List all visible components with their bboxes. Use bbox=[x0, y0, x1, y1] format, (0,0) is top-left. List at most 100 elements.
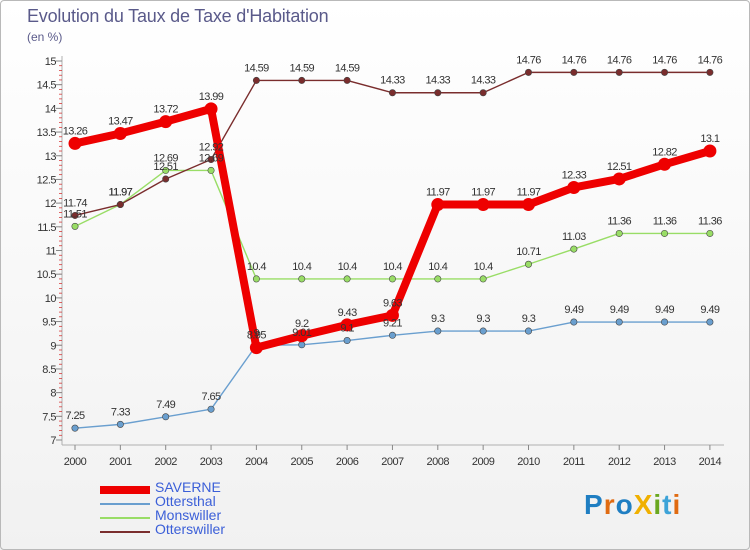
data-point-saverne bbox=[204, 102, 218, 116]
data-point-monswiller bbox=[706, 229, 714, 237]
data-point-otterswiller bbox=[524, 68, 532, 76]
data-point-saverne bbox=[612, 172, 626, 186]
data-label-ottersthal: 9.01 bbox=[292, 327, 311, 339]
data-point-ottersthal bbox=[343, 337, 351, 345]
data-point-otterswiller bbox=[343, 76, 351, 84]
data-label-monswiller: 10.4 bbox=[474, 261, 493, 273]
legend-swatch bbox=[100, 503, 150, 505]
data-point-monswiller bbox=[570, 245, 578, 253]
y-tick-label: 12 bbox=[45, 198, 57, 210]
y-tick-label: 7.5 bbox=[42, 411, 56, 423]
y-tick-label: 9 bbox=[50, 340, 56, 352]
data-label-monswiller: 12.69 bbox=[153, 152, 178, 164]
data-point-saverne bbox=[249, 341, 263, 355]
x-tick-label: 2009 bbox=[472, 456, 495, 468]
data-point-otterswiller bbox=[434, 89, 442, 97]
data-label-ottersthal: 9.3 bbox=[476, 313, 490, 325]
data-point-monswiller bbox=[207, 166, 215, 174]
y-tick-label: 15 bbox=[45, 56, 57, 68]
data-point-monswiller bbox=[388, 275, 396, 283]
data-point-saverne bbox=[340, 318, 354, 332]
x-tick-label: 2004 bbox=[245, 456, 268, 468]
data-point-otterswiller bbox=[479, 89, 487, 97]
y-tick-label: 12.5 bbox=[37, 174, 57, 186]
data-point-otterswiller bbox=[252, 76, 260, 84]
data-label-ottersthal: 9.49 bbox=[564, 304, 583, 316]
data-label-saverne: 12.82 bbox=[652, 146, 677, 158]
data-point-monswiller bbox=[71, 222, 79, 230]
data-point-monswiller bbox=[524, 260, 532, 268]
data-label-ottersthal: 9.21 bbox=[383, 317, 402, 329]
x-tick-label: 2005 bbox=[291, 456, 314, 468]
data-point-ottersthal bbox=[388, 331, 396, 339]
data-point-otterswiller bbox=[207, 156, 215, 164]
data-label-monswiller: 11.36 bbox=[698, 215, 722, 227]
y-tick-label: 14.5 bbox=[37, 80, 57, 92]
data-label-otterswiller: 14.76 bbox=[698, 54, 723, 66]
data-point-ottersthal bbox=[570, 318, 578, 326]
data-point-ottersthal bbox=[706, 318, 714, 326]
x-tick-label: 2012 bbox=[608, 456, 631, 468]
data-point-saverne bbox=[159, 115, 173, 129]
legend-swatch bbox=[100, 517, 150, 519]
data-label-ottersthal: 7.65 bbox=[202, 391, 221, 403]
data-point-ottersthal bbox=[116, 420, 124, 428]
data-label-saverne: 13.1 bbox=[700, 133, 719, 145]
legend-swatch bbox=[100, 486, 150, 494]
y-tick-label: 13.5 bbox=[37, 127, 57, 139]
data-label-monswiller: 10.4 bbox=[292, 261, 311, 273]
data-label-saverne: 9.2 bbox=[295, 318, 309, 330]
data-label-saverne: 9.43 bbox=[338, 307, 357, 319]
data-point-ottersthal bbox=[479, 327, 487, 335]
legend-label: Monswiller bbox=[155, 507, 222, 523]
data-point-otterswiller bbox=[706, 68, 714, 76]
data-point-otterswiller bbox=[570, 68, 578, 76]
x-tick-label: 2014 bbox=[699, 456, 722, 468]
y-tick-label: 7 bbox=[50, 435, 56, 447]
x-tick-label: 2010 bbox=[517, 456, 540, 468]
data-label-otterswiller: 14.76 bbox=[607, 54, 632, 66]
data-label-saverne: 11.97 bbox=[517, 187, 541, 199]
data-label-otterswiller: 11.74 bbox=[63, 197, 87, 209]
x-tick-label: 2000 bbox=[64, 456, 87, 468]
data-point-saverne bbox=[295, 329, 309, 343]
data-point-saverne bbox=[431, 198, 445, 212]
data-label-ottersthal: 9.3 bbox=[522, 313, 536, 325]
data-point-monswiller bbox=[162, 166, 170, 174]
data-point-otterswiller bbox=[388, 89, 396, 97]
data-label-otterswiller: 14.59 bbox=[244, 62, 269, 74]
data-label-monswiller: 10.71 bbox=[516, 246, 541, 258]
data-label-saverne: 11.97 bbox=[471, 187, 495, 199]
data-label-saverne: 13.72 bbox=[153, 104, 178, 116]
data-point-ottersthal bbox=[524, 327, 532, 335]
data-point-otterswiller bbox=[298, 76, 306, 84]
data-label-ottersthal: 9.49 bbox=[700, 304, 719, 316]
x-tick-label: 2013 bbox=[653, 456, 676, 468]
data-point-monswiller bbox=[434, 275, 442, 283]
data-point-ottersthal bbox=[434, 327, 442, 335]
data-label-otterswiller: 11.97 bbox=[108, 187, 132, 199]
data-label-ottersthal: 9.3 bbox=[431, 313, 445, 325]
data-point-ottersthal bbox=[71, 424, 79, 432]
data-point-monswiller bbox=[615, 229, 623, 237]
data-label-ottersthal: 9.1 bbox=[340, 323, 354, 335]
data-label-saverne: 12.33 bbox=[562, 169, 587, 181]
data-label-monswiller: 10.4 bbox=[383, 261, 402, 273]
data-label-ottersthal: 7.25 bbox=[65, 410, 84, 422]
data-point-saverne bbox=[658, 157, 672, 171]
data-point-monswiller bbox=[343, 275, 351, 283]
data-label-saverne: 13.47 bbox=[108, 115, 133, 127]
data-label-otterswiller: 14.33 bbox=[380, 75, 405, 87]
data-point-ottersthal bbox=[298, 341, 306, 349]
data-point-monswiller bbox=[252, 275, 260, 283]
data-label-saverne: 13.26 bbox=[63, 125, 88, 137]
data-label-otterswiller: 14.59 bbox=[289, 62, 314, 74]
proxiti-logo: ProXiti bbox=[584, 489, 682, 520]
data-point-otterswiller bbox=[162, 175, 170, 183]
data-label-ottersthal: 9 bbox=[254, 327, 260, 339]
y-tick-label: 9.5 bbox=[42, 317, 56, 329]
data-point-saverne bbox=[703, 144, 717, 158]
data-point-otterswiller bbox=[661, 68, 669, 76]
data-point-saverne bbox=[476, 198, 490, 212]
